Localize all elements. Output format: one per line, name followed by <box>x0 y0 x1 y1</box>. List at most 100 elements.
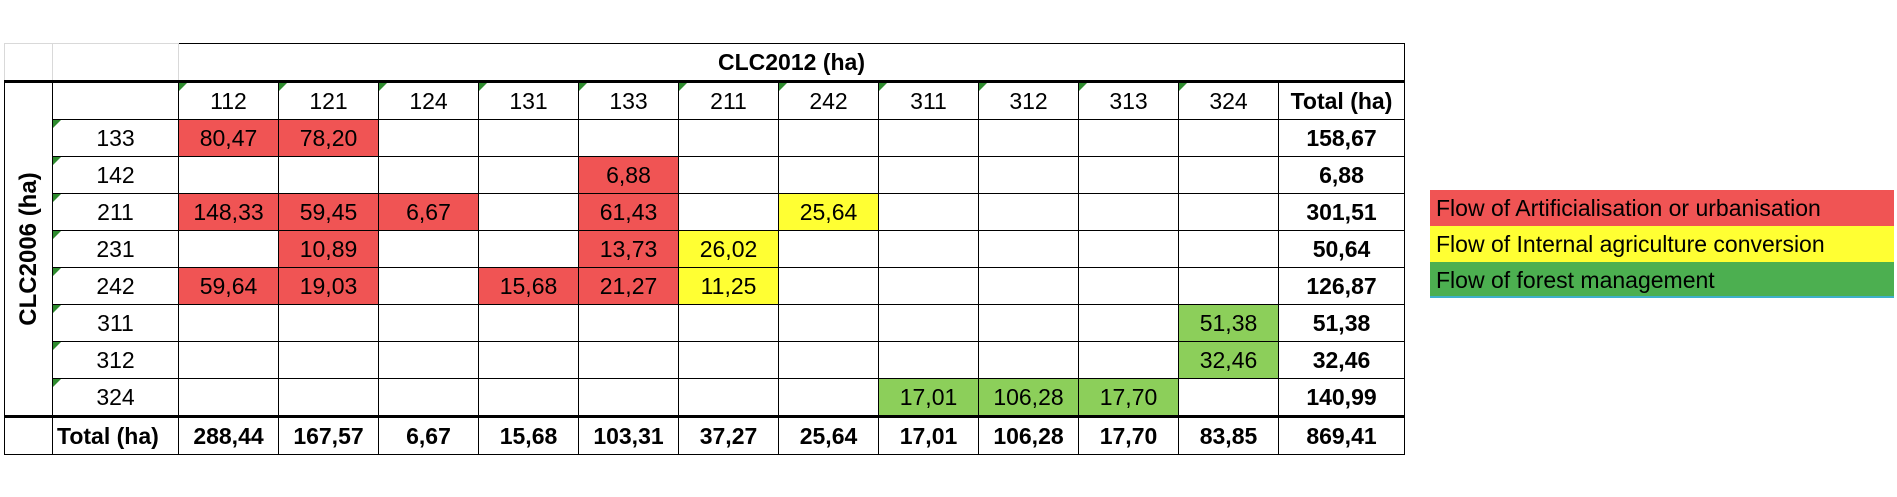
flow-cell <box>378 230 479 268</box>
row-total: 126,87 <box>1278 267 1405 305</box>
column-total: 17,01 <box>878 415 979 455</box>
flow-cell: 26,02 <box>678 230 779 268</box>
flow-cell <box>578 119 679 157</box>
flow-cell <box>178 378 279 417</box>
flow-cell <box>478 119 579 157</box>
flow-cell <box>1078 341 1179 379</box>
col-code-312: 312 <box>978 80 1079 120</box>
column-total: 6,67 <box>378 415 479 455</box>
flow-cell <box>1178 267 1279 305</box>
flow-cell <box>778 304 879 342</box>
legend: Flow of Artificialisation or urbanisatio… <box>1430 190 1894 298</box>
legend-item: Flow of Artificialisation or urbanisatio… <box>1430 190 1894 226</box>
flow-cell: 61,43 <box>578 193 679 231</box>
flow-cell: 13,73 <box>578 230 679 268</box>
flow-cell <box>1078 156 1179 194</box>
flow-cell <box>178 341 279 379</box>
flow-cell <box>878 267 979 305</box>
flow-cell <box>878 230 979 268</box>
flow-cell <box>1078 230 1179 268</box>
flow-cell <box>678 156 779 194</box>
flow-cell <box>1078 267 1179 305</box>
flow-cell <box>178 156 279 194</box>
flow-cell <box>478 230 579 268</box>
flow-cell <box>778 119 879 157</box>
flow-cell <box>978 119 1079 157</box>
row-code-324: 324 <box>52 378 179 417</box>
flow-cell <box>878 156 979 194</box>
flow-cell <box>478 193 579 231</box>
flow-cell <box>978 230 1079 268</box>
grand-total: 869,41 <box>1278 415 1405 455</box>
flow-cell <box>278 156 379 194</box>
column-total: 103,31 <box>578 415 679 455</box>
col-code-124: 124 <box>378 80 479 120</box>
flow-cell <box>1078 304 1179 342</box>
flow-cell: 19,03 <box>278 267 379 305</box>
column-total: 17,70 <box>1078 415 1179 455</box>
table-row: 324 17,01 106,28 17,70 140,99 <box>5 378 1405 417</box>
flow-cell <box>378 378 479 417</box>
flow-cell <box>278 341 379 379</box>
flow-cell: 17,01 <box>878 378 979 417</box>
flow-cell: 106,28 <box>978 378 1079 417</box>
blank-corner-cell <box>4 43 53 82</box>
col-code-131: 131 <box>478 80 579 120</box>
flow-cell <box>978 304 1079 342</box>
col-code-112: 112 <box>178 80 279 120</box>
totals-row: Total (ha) 288,44 167,57 6,67 15,68 103,31 37,… <box>4 415 1405 455</box>
blank-corner-cell <box>52 43 179 82</box>
column-total: 37,27 <box>678 415 779 455</box>
flow-cell <box>678 378 779 417</box>
flow-cell <box>878 304 979 342</box>
row-total: 51,38 <box>1278 304 1405 342</box>
flow-cell: 17,70 <box>1078 378 1179 417</box>
row-header-title: CLC2006 (ha) <box>4 80 53 417</box>
flow-cell: 10,89 <box>278 230 379 268</box>
table-row: 133 80,47 78,20 158,67 <box>5 119 1405 157</box>
flow-cell <box>778 378 879 417</box>
flow-cell <box>778 267 879 305</box>
row-code-312: 312 <box>52 341 179 379</box>
row-code-133: 133 <box>52 119 179 157</box>
row-total: 50,64 <box>1278 230 1405 268</box>
flow-cell <box>1178 156 1279 194</box>
land-cover-flow-matrix: CLC2012 (ha) CLC2006 (ha) 112 121 124 131 13… <box>4 43 1405 455</box>
flow-cell <box>178 304 279 342</box>
blank-header-cell <box>52 80 179 120</box>
row-code-142: 142 <box>52 156 179 194</box>
table-row: 311 51,38 51,38 <box>5 304 1405 342</box>
col-code-211: 211 <box>678 80 779 120</box>
flow-cell <box>678 119 779 157</box>
col-code-121: 121 <box>278 80 379 120</box>
column-total: 83,85 <box>1178 415 1279 455</box>
flow-cell <box>278 378 379 417</box>
flow-cell <box>778 341 879 379</box>
flow-cell <box>1178 193 1279 231</box>
flow-cell: 25,64 <box>778 193 879 231</box>
row-total: 6,88 <box>1278 156 1405 194</box>
flow-cell <box>1178 119 1279 157</box>
totals-row-label: Total (ha) <box>52 415 179 455</box>
flow-cell <box>978 341 1079 379</box>
row-total: 301,51 <box>1278 193 1405 231</box>
flow-cell: 78,20 <box>278 119 379 157</box>
flow-cell: 32,46 <box>1178 341 1279 379</box>
flow-cell: 6,88 <box>578 156 679 194</box>
flow-cell: 59,64 <box>178 267 279 305</box>
flow-cell <box>678 304 779 342</box>
col-code-242: 242 <box>778 80 879 120</box>
col-code-313: 313 <box>1078 80 1179 120</box>
flow-cell <box>678 193 779 231</box>
flow-cell <box>878 119 979 157</box>
flow-cell <box>1178 378 1279 417</box>
row-total: 158,67 <box>1278 119 1405 157</box>
row-total: 140,99 <box>1278 378 1405 417</box>
flow-cell: 6,67 <box>378 193 479 231</box>
flow-cell: 21,27 <box>578 267 679 305</box>
flow-cell <box>578 341 679 379</box>
flow-cell <box>978 156 1079 194</box>
flow-cell <box>778 230 879 268</box>
flow-cell <box>978 267 1079 305</box>
row-total: 32,46 <box>1278 341 1405 379</box>
